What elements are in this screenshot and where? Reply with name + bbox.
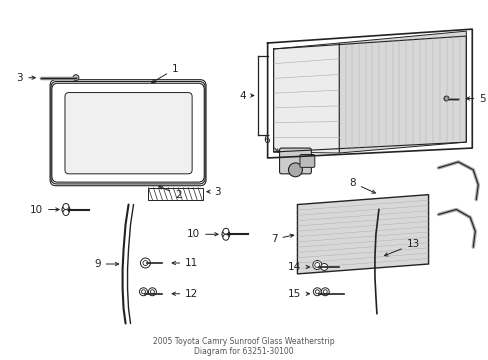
Text: 11: 11: [172, 258, 198, 268]
Text: 10: 10: [186, 229, 218, 239]
Text: 8: 8: [349, 178, 375, 193]
Text: 4: 4: [239, 90, 253, 100]
Polygon shape: [273, 43, 339, 153]
Polygon shape: [297, 195, 427, 274]
FancyBboxPatch shape: [299, 154, 314, 167]
Bar: [148, 188, 203, 199]
FancyBboxPatch shape: [279, 148, 311, 174]
Circle shape: [150, 290, 154, 294]
Circle shape: [63, 210, 69, 215]
Circle shape: [222, 230, 229, 238]
Text: 15: 15: [287, 289, 309, 299]
Circle shape: [73, 75, 79, 81]
Circle shape: [62, 206, 70, 213]
FancyBboxPatch shape: [65, 93, 192, 174]
Text: 6: 6: [263, 135, 278, 152]
Circle shape: [313, 288, 321, 296]
Text: 2: 2: [159, 186, 181, 200]
Circle shape: [142, 261, 148, 265]
Circle shape: [443, 96, 448, 101]
Text: 13: 13: [384, 239, 419, 256]
Text: 14: 14: [287, 262, 309, 272]
Text: 2005 Toyota Camry Sunroof Glass Weatherstrip
Diagram for 63251-30100: 2005 Toyota Camry Sunroof Glass Weathers…: [153, 337, 334, 356]
Circle shape: [312, 261, 321, 269]
Circle shape: [148, 288, 156, 296]
Circle shape: [323, 290, 326, 294]
Text: 12: 12: [172, 289, 198, 299]
Text: 7: 7: [270, 234, 293, 244]
Text: 1: 1: [151, 64, 178, 83]
Circle shape: [321, 288, 328, 296]
Circle shape: [223, 228, 228, 234]
Circle shape: [140, 258, 150, 268]
Text: 3: 3: [17, 73, 35, 83]
Circle shape: [141, 290, 145, 294]
Text: 5: 5: [465, 94, 485, 104]
Circle shape: [288, 163, 302, 177]
Polygon shape: [339, 31, 466, 153]
Circle shape: [223, 234, 228, 240]
Circle shape: [139, 288, 147, 296]
Text: 10: 10: [30, 204, 59, 215]
Text: 3: 3: [206, 187, 221, 197]
Circle shape: [314, 262, 319, 267]
Circle shape: [320, 264, 327, 270]
Circle shape: [63, 203, 69, 210]
Polygon shape: [273, 36, 466, 152]
Text: 9: 9: [94, 259, 119, 269]
Circle shape: [315, 290, 319, 294]
